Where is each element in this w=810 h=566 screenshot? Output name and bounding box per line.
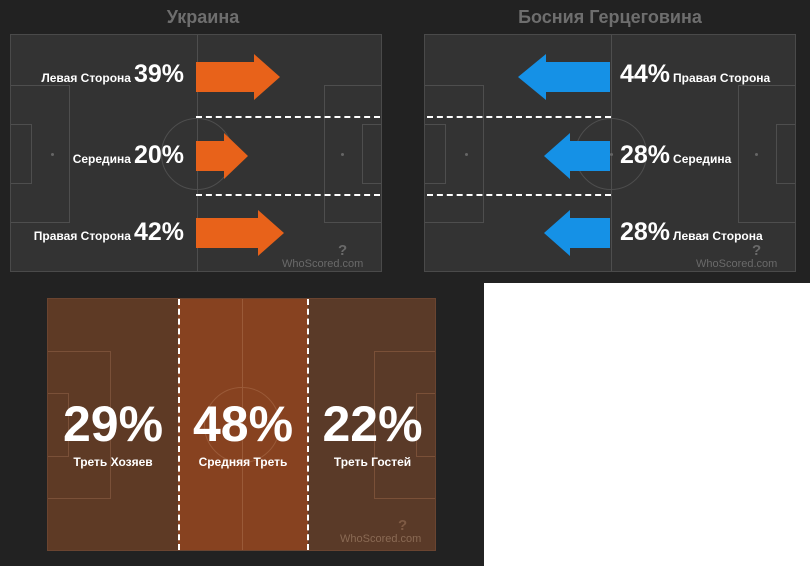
- right-goal-box: [362, 124, 381, 184]
- right-goal-box: [776, 124, 795, 184]
- away-watermark: WhoScored.com: [696, 258, 778, 270]
- arrow-left-icon: [518, 54, 610, 100]
- away-row-label: Середина: [673, 152, 732, 166]
- right-penalty-spot: [755, 153, 758, 156]
- away-row-center: 28% Середина: [620, 141, 731, 170]
- left-goal-box: [425, 124, 446, 184]
- home-divider-1: [196, 116, 380, 118]
- home-row-value: 42%: [133, 218, 184, 246]
- right-penalty-spot: [341, 153, 344, 156]
- zone-middle-value: 48%: [192, 396, 294, 452]
- zone-divider-1: [178, 299, 180, 550]
- home-row-label: Правая Сторона: [33, 229, 131, 243]
- zone-away-label: Треть Гостей: [333, 455, 412, 469]
- zone-middle-label: Средняя Треть: [198, 455, 288, 469]
- left-goal-box: [48, 393, 69, 457]
- home-row-center: Середина 20%: [73, 141, 184, 170]
- away-divider-2: [427, 194, 611, 196]
- center-spot: [610, 153, 613, 156]
- zones-watermark: WhoScored.com: [340, 533, 422, 545]
- away-row-right: 44% Правая Сторона: [620, 60, 770, 89]
- right-penalty-box: [324, 85, 381, 223]
- home-team-title: Украина: [166, 7, 240, 27]
- arrow-right-icon: [196, 133, 248, 179]
- right-penalty-box: [374, 351, 435, 499]
- right-penalty-box: [738, 85, 795, 223]
- whoscored-logo-icon: ?: [338, 242, 348, 259]
- home-row-right: Правая Сторона 42%: [34, 218, 184, 247]
- zone-home-label: Треть Хозяев: [73, 455, 153, 469]
- whoscored-logo-icon: ?: [398, 517, 408, 534]
- away-row-value: 44%: [620, 60, 671, 88]
- zone-away-value: 22%: [322, 396, 423, 452]
- arrow-right-icon: [196, 210, 284, 256]
- left-penalty-spot: [51, 153, 54, 156]
- arrow-right-icon: [196, 54, 280, 100]
- zones-pitch: 29% Треть Хозяев 48% Средняя Треть 22% Т…: [47, 298, 436, 551]
- home-row-left: Левая Сторона 39%: [41, 60, 184, 89]
- home-row-label: Левая Сторона: [41, 71, 131, 85]
- left-penalty-box: [11, 85, 70, 223]
- right-goal-box: [416, 393, 435, 457]
- zone-away-content: 22% Треть Гостей: [308, 395, 435, 469]
- away-row-value: 28%: [620, 141, 671, 169]
- home-row-value: 20%: [133, 141, 184, 169]
- away-divider-1: [427, 116, 611, 118]
- away-row-label: Левая Сторона: [673, 229, 763, 243]
- center-circle: [204, 387, 280, 463]
- left-goal-box: [11, 124, 32, 184]
- zone-middle-content: 48% Средняя Треть: [178, 395, 308, 469]
- arrow-left-icon: [544, 133, 610, 179]
- zone-away-third: [308, 299, 435, 550]
- home-divider-2: [196, 194, 380, 196]
- away-row-value: 28%: [620, 218, 671, 246]
- away-row-label: Правая Сторона: [673, 71, 771, 85]
- zone-home-value: 29%: [62, 396, 164, 452]
- arrow-left-icon: [544, 210, 610, 256]
- away-team-title: Босния Герцеговина: [518, 7, 702, 27]
- away-row-left: 28% Левая Сторона: [620, 218, 763, 247]
- left-penalty-spot: [465, 153, 468, 156]
- home-row-value: 39%: [133, 60, 184, 88]
- zone-divider-2: [307, 299, 309, 550]
- left-penalty-box: [425, 85, 484, 223]
- home-watermark: WhoScored.com: [282, 258, 364, 270]
- left-penalty-box: [48, 351, 111, 499]
- zone-home-third: [48, 299, 178, 550]
- whoscored-logo-icon: ?: [752, 242, 762, 259]
- zone-home-content: 29% Треть Хозяев: [48, 395, 178, 469]
- home-row-label: Середина: [72, 152, 131, 166]
